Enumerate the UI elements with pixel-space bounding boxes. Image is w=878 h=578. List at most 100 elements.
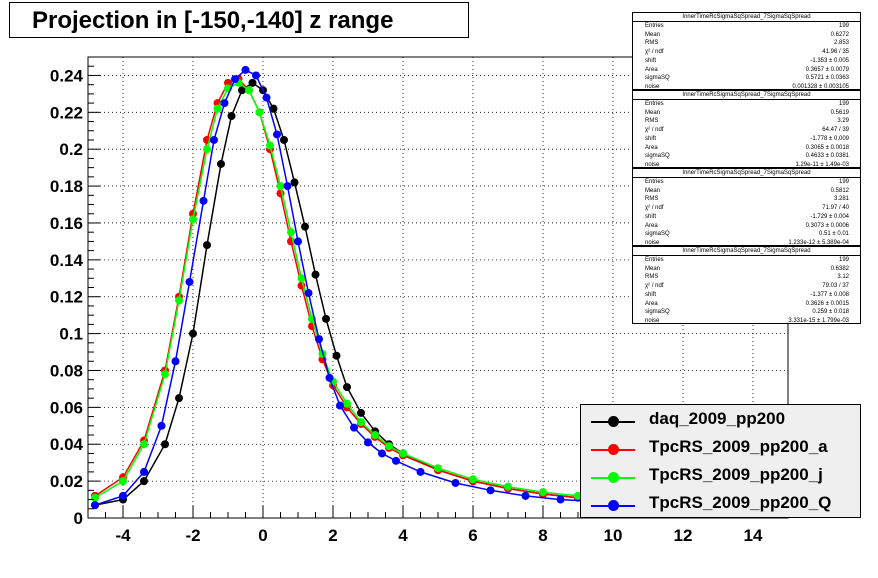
x-tick-label: 2 [328,526,337,545]
stats-key: noise [645,239,660,246]
stats-key: sigmaSQ [645,153,670,160]
data-point [140,440,148,449]
stats-key: sigmaSQ [645,309,670,316]
stats-key: χ² / ndf [645,49,664,56]
data-point [399,449,407,458]
data-point [175,394,183,403]
stats-key: Area [645,300,658,307]
stats-value: -1.778 ± 0.009 [810,135,849,142]
data-point [434,464,442,473]
chart-title: Projection in [-150,-140] z range [9,2,469,38]
stats-key: Entries [645,179,664,185]
y-tick-label: 0.18 [50,177,83,196]
data-point [301,222,309,231]
legend: daq_2009_pp200 TpcRS_2009_pp200_a TpcRS_20… [580,404,861,518]
stats-row: Mean 0.6382 [633,265,860,274]
stats-key: Entries [645,257,664,263]
stats-value: 3.281 [833,196,849,203]
data-point [332,351,341,360]
stats-key: shift [645,213,657,220]
data-point [203,145,211,154]
stats-key: noise [645,317,660,324]
stats-row: noise 0.001328 ± 0.003105 [633,83,860,92]
data-point [185,277,194,286]
data-point [220,99,229,108]
x-tick-label: 4 [398,526,408,545]
stats-value: -1.353 ± 0.005 [810,57,849,64]
data-point [290,178,299,187]
stats-value: 3.29 [837,118,849,125]
stats-value: 199 [838,101,849,107]
stats-key: RMS [645,196,659,203]
data-point [343,383,351,392]
stats-row: sigmaSQ 0.51 ± 0.01 [633,230,860,239]
stats-row: shift -1.778 ± 0.009 [633,135,860,144]
stats-value: 3.12 [837,274,849,281]
y-tick-label: 0.16 [50,214,83,233]
stats-value: 3.331e-15 ± 1.799e-03 [788,317,849,324]
data-point [378,449,386,458]
stats-row: Area 0.3065 ± 0.0018 [633,144,860,153]
data-point [392,456,400,465]
tick-labels: -4 -2 0 2 4 6 8 10 12 14 0 0.02 0.04 0.06 0.08 0.1 0.12 0… [50,66,763,545]
data-point [189,215,197,224]
stats-key: χ² / ndf [645,283,664,290]
data-point [224,78,232,87]
stats-value: -1.729 ± 0.004 [810,213,849,220]
data-point [171,357,180,366]
y-tick-label: 0 [74,509,83,528]
stats-key: Area [645,144,658,151]
data-point [266,141,274,150]
stats-row: χ² / ndf 41.96 / 35 [633,48,860,57]
stats-key: Mean [645,187,661,194]
data-point [416,467,425,476]
stats-row: shift -1.729 ± 0.004 [633,213,860,222]
legend-marker [608,444,619,455]
stats-row: shift -1.353 ± 0.005 [633,57,860,66]
stats-value: 0.5721 ± 0.0363 [805,75,849,82]
data-point [311,270,320,279]
stats-row: shift -1.377 ± 0.008 [633,291,860,300]
data-point [203,241,211,250]
data-point [280,135,288,144]
stats-row: Entries 199 [633,256,860,265]
data-point [213,104,222,113]
y-tick-label: 0.08 [50,361,83,380]
data-point [287,228,295,237]
data-point [304,289,313,298]
stats-row: χ² / ndf 64.47 / 39 [633,126,860,135]
data-point [140,477,148,486]
stats-row: Area 0.3626 ± 0.0015 [633,300,860,309]
y-tick-label: 0.2 [59,140,83,159]
stats-key: sigmaSQ [645,231,670,238]
data-point [539,488,547,497]
stats-value: 0.3065 ± 0.0018 [805,144,849,151]
data-point [161,440,169,449]
stats-row: noise 1.233e-12 ± 5.389e-04 [633,239,860,248]
data-point [245,86,253,95]
data-point [521,491,530,500]
x-tick-label: 10 [604,526,623,545]
stats-box: InnerTimeRcSigmaSqSpread_7SigmaSqSpread E… [632,246,861,324]
stats-row: Mean 0.5619 [633,109,860,118]
stats-value: 0.6382 [830,265,849,272]
legend-label: TpcRS_2009_pp200_j [649,465,823,484]
stats-key: Entries [645,23,664,29]
data-point [336,401,344,410]
y-tick-label: 0.22 [50,103,83,122]
data-point [451,478,460,487]
stats-box-title: InnerTimeRcSigmaSqSpread_7SigmaSqSpread [633,169,860,178]
data-point [157,421,166,430]
stats-key: noise [645,161,660,168]
stats-value: 0.259 ± 0.018 [812,309,849,316]
stats-row: Entries 199 [633,22,860,31]
stats-box-title: InnerTimeRcSigmaSqSpread_7SigmaSqSpread [633,91,860,100]
stats-key: Mean [645,109,661,116]
stats-row: Entries 199 [633,100,860,109]
legend-entry: daq_2009_pp200 [581,407,860,435]
stats-key: Entries [645,101,664,107]
stats-box: InnerTimeRcSigmaSqSpread_7SigmaSqSpread E… [632,168,861,246]
stats-row: Mean 0.6272 [633,31,860,40]
stats-key: shift [645,291,657,298]
stats-row: Mean 0.5812 [633,187,860,196]
